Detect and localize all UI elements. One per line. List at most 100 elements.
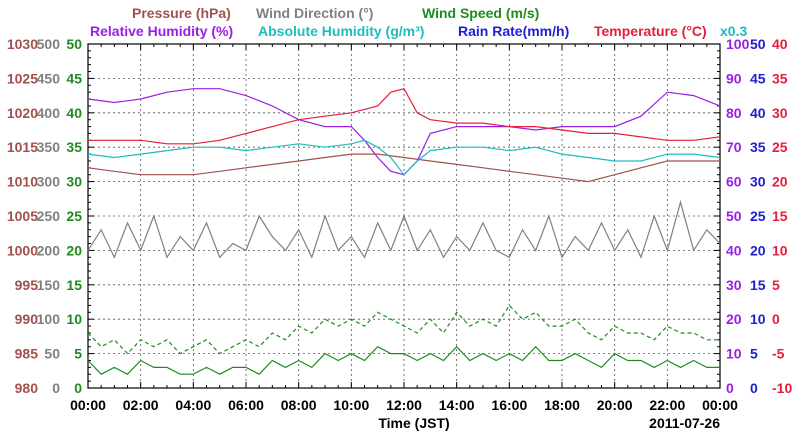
y-tick-label-rain-rate: 20 bbox=[750, 242, 766, 258]
y-tick-label-humidity: 50 bbox=[726, 208, 742, 224]
y-tick-label-wind-direction: 200 bbox=[37, 242, 61, 258]
legend-relative-humidity: Relative Humidity (%) bbox=[90, 23, 233, 39]
y-tick-label-wind-speed: 50 bbox=[66, 36, 82, 52]
plot-frame bbox=[87, 43, 721, 389]
y-tick-label-rain-rate: 50 bbox=[750, 36, 766, 52]
y-tick-label-temperature: -10 bbox=[772, 380, 792, 396]
x-tick-label: 16:00 bbox=[491, 397, 527, 413]
y-tick-label-wind-direction: 50 bbox=[44, 346, 60, 362]
legend-pressure: Pressure (hPa) bbox=[132, 5, 231, 21]
series-line-temperature-c bbox=[88, 87, 721, 145]
y-tick-label-humidity: 20 bbox=[726, 311, 742, 327]
x-tick-label: 10:00 bbox=[333, 397, 369, 413]
x-tick-label: 00:00 bbox=[702, 397, 738, 413]
y-tick-label-pressure: 1005 bbox=[7, 208, 38, 224]
y-tick-label-rain-rate: 0 bbox=[750, 380, 758, 396]
y-tick-label-rain-rate: 35 bbox=[750, 139, 766, 155]
y-tick-label-pressure: 1020 bbox=[7, 105, 38, 121]
date-label: 2011-07-26 bbox=[649, 415, 720, 431]
y-tick-label-humidity: 60 bbox=[726, 174, 742, 190]
y-tick-label-temperature: 30 bbox=[772, 105, 788, 121]
y-tick-label-pressure: 985 bbox=[15, 346, 39, 362]
series-line-wind-speed-m-s bbox=[87, 345, 720, 375]
y-tick-label-wind-direction: 150 bbox=[37, 277, 61, 293]
series-line-absolute-humidity-g-m bbox=[87, 139, 721, 176]
y-tick-label-wind-speed: 0 bbox=[74, 380, 82, 396]
y-tick-label-wind-direction: 500 bbox=[37, 36, 61, 52]
x-tick-label: 02:00 bbox=[123, 397, 159, 413]
y-tick-label-rain-rate: 10 bbox=[750, 311, 766, 327]
y-tick-label-temperature: 5 bbox=[772, 277, 780, 293]
y-tick-label-rain-rate: 30 bbox=[750, 174, 766, 190]
y-tick-label-pressure: 990 bbox=[15, 311, 39, 327]
y-tick-label-wind-speed: 15 bbox=[66, 277, 82, 293]
y-axes: 9809859909951000100510101015102010251030… bbox=[7, 36, 793, 396]
y-tick-label-humidity: 70 bbox=[726, 139, 742, 155]
legend-multiplier: x0.3 bbox=[720, 23, 747, 39]
y-tick-label-pressure: 1030 bbox=[7, 36, 38, 52]
y-tick-label-wind-direction: 450 bbox=[37, 70, 61, 86]
y-tick-label-temperature: -5 bbox=[772, 346, 785, 362]
y-tick-label-wind-speed: 45 bbox=[66, 70, 82, 86]
legend: Pressure (hPa) Wind Direction (°) Wind S… bbox=[90, 5, 747, 39]
y-tick-label-rain-rate: 5 bbox=[750, 346, 758, 362]
y-tick-label-temperature: 10 bbox=[772, 242, 788, 258]
x-tick-label: 06:00 bbox=[228, 397, 264, 413]
y-tick-label-humidity: 100 bbox=[726, 36, 750, 52]
x-tick-label: 14:00 bbox=[439, 397, 475, 413]
x-axis: 00:00 02:00 04:00 06:00 08:00 10:00 12:00 14:00… bbox=[70, 397, 738, 413]
series-line-wind-direction bbox=[87, 199, 721, 259]
y-tick-label-wind-direction: 0 bbox=[52, 380, 60, 396]
y-tick-label-wind-speed: 30 bbox=[66, 174, 82, 190]
series-line-pressure-hpa bbox=[87, 153, 720, 183]
x-tick-label: 00:00 bbox=[70, 397, 106, 413]
x-tick-label: 08:00 bbox=[281, 397, 317, 413]
x-tick-label: 04:00 bbox=[175, 397, 211, 413]
y-tick-label-rain-rate: 45 bbox=[750, 70, 766, 86]
y-tick-label-pressure: 980 bbox=[15, 380, 39, 396]
y-tick-label-pressure: 995 bbox=[15, 277, 39, 293]
series-line-relative-humidity bbox=[87, 88, 721, 176]
y-tick-label-temperature: 0 bbox=[772, 311, 780, 327]
y-tick-label-rain-rate: 25 bbox=[750, 208, 766, 224]
y-tick-label-wind-speed: 10 bbox=[66, 311, 82, 327]
x-tick-label: 20:00 bbox=[597, 397, 633, 413]
legend-wind-speed: Wind Speed (m/s) bbox=[422, 5, 539, 21]
x-tick-label: 12:00 bbox=[386, 397, 422, 413]
y-tick-label-humidity: 30 bbox=[726, 277, 742, 293]
y-tick-label-temperature: 25 bbox=[772, 139, 788, 155]
y-tick-label-humidity: 90 bbox=[726, 70, 742, 86]
y-tick-label-wind-speed: 40 bbox=[66, 105, 82, 121]
y-tick-label-wind-direction: 100 bbox=[37, 311, 61, 327]
y-tick-label-temperature: 20 bbox=[772, 174, 788, 190]
series-group bbox=[87, 87, 721, 375]
x-axis-title: Time (JST) bbox=[378, 415, 449, 431]
y-tick-label-wind-direction: 250 bbox=[37, 208, 61, 224]
legend-temperature: Temperature (°C) bbox=[594, 23, 707, 39]
y-tick-label-humidity: 10 bbox=[726, 346, 742, 362]
y-tick-label-pressure: 1010 bbox=[7, 174, 38, 190]
x-tick-label: 22:00 bbox=[649, 397, 685, 413]
y-tick-label-pressure: 1015 bbox=[7, 139, 38, 155]
legend-wind-direction: Wind Direction (°) bbox=[256, 5, 373, 21]
y-tick-label-rain-rate: 40 bbox=[750, 105, 766, 121]
y-tick-label-humidity: 0 bbox=[726, 380, 734, 396]
y-tick-label-temperature: 35 bbox=[772, 70, 788, 86]
y-tick-label-wind-direction: 300 bbox=[37, 174, 61, 190]
y-tick-label-temperature: 15 bbox=[772, 208, 788, 224]
x-tick-label: 18:00 bbox=[544, 397, 580, 413]
y-tick-label-rain-rate: 15 bbox=[750, 277, 766, 293]
y-tick-label-pressure: 1000 bbox=[7, 242, 38, 258]
y-tick-label-wind-speed: 20 bbox=[66, 242, 82, 258]
y-tick-label-wind-speed: 25 bbox=[66, 208, 82, 224]
legend-rain-rate: Rain Rate(mm/h) bbox=[458, 23, 569, 39]
series-line-wind-speed-m-s-dashed bbox=[87, 304, 720, 355]
legend-absolute-humidity: Absolute Humidity (g/m³) bbox=[258, 23, 424, 39]
y-tick-label-pressure: 1025 bbox=[7, 70, 38, 86]
y-tick-label-wind-speed: 5 bbox=[74, 346, 82, 362]
y-tick-label-temperature: 40 bbox=[772, 36, 788, 52]
y-tick-label-wind-speed: 35 bbox=[66, 139, 82, 155]
y-tick-label-wind-direction: 400 bbox=[37, 105, 61, 121]
y-tick-label-humidity: 40 bbox=[726, 242, 742, 258]
